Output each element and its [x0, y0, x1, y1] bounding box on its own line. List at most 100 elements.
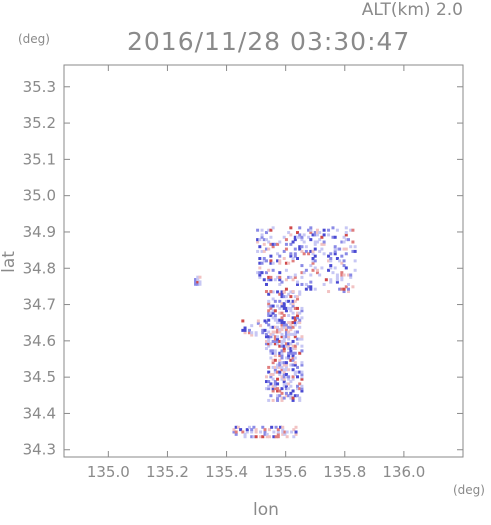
- echo-cell-418: [287, 275, 291, 279]
- echo-cell-167: [282, 370, 286, 374]
- echo-cell-103: [276, 330, 280, 334]
- echo-cell-49: [271, 384, 275, 388]
- echo-cell-46: [271, 398, 275, 402]
- echo-cell-552: [340, 273, 344, 277]
- echo-cell-126: [278, 311, 282, 315]
- echo-cell-479: [309, 226, 313, 230]
- echo-cell-141: [280, 351, 284, 355]
- echo-cell-233: [289, 394, 293, 398]
- echo-cell-420: [287, 231, 291, 235]
- echo-cell-289: [293, 321, 297, 325]
- echo-cell-617: [263, 428, 267, 432]
- echo-cell-162: [282, 382, 286, 386]
- echo-cell-191: [284, 375, 288, 379]
- echo-cell-41: [269, 313, 273, 317]
- echo-cell-25: [267, 309, 271, 313]
- echo-cell-642: [292, 428, 296, 432]
- echo-cell-672: [261, 328, 265, 332]
- echo-cell-626: [274, 425, 278, 429]
- echo-cell-83: [273, 325, 277, 329]
- echo-cell-317: [298, 337, 302, 341]
- echo-cell-361: [262, 257, 266, 261]
- echo-cell-424: [289, 242, 293, 246]
- echo-cell-585: [351, 228, 355, 232]
- echo-cell-227: [287, 321, 291, 325]
- echo-cell-438: [293, 235, 297, 239]
- echo-cell-232: [289, 396, 293, 400]
- echo-cell-209: [284, 295, 288, 299]
- echo-cell-329: [300, 372, 304, 376]
- echo-cells: [194, 226, 357, 439]
- echo-cell-437: [293, 238, 297, 242]
- echo-cell-545: [335, 228, 339, 232]
- echo-cell-270: [291, 316, 295, 320]
- echo-cell-9: [267, 398, 271, 402]
- x-unit-label: (deg): [453, 483, 485, 497]
- echo-cell-284: [293, 344, 297, 348]
- echo-cell-593: [234, 430, 238, 434]
- echo-cell-596: [239, 428, 243, 432]
- echo-cell-371: [264, 231, 268, 235]
- echo-cell-409: [282, 249, 286, 253]
- echo-cell-122: [278, 330, 282, 334]
- echo-cell-220: [287, 344, 291, 348]
- echo-cell-372: [267, 278, 271, 282]
- plot-frame: [63, 64, 464, 458]
- echo-cell-190: [284, 382, 288, 386]
- echo-cell-668: [256, 321, 260, 325]
- echo-cell-403: [278, 259, 282, 263]
- echo-cell-499: [315, 233, 319, 237]
- echo-cell-2: [264, 375, 268, 379]
- echo-cell-657: [241, 319, 245, 323]
- echo-cell-536: [333, 247, 337, 251]
- echo-cell-42: [269, 311, 273, 315]
- x-ticks: 135.0 135.2 135.4 135.6 135.8 136.0: [87, 65, 425, 481]
- echo-cell-335: [300, 337, 304, 341]
- echo-cell-152: [280, 318, 284, 322]
- echo-cell-603: [250, 435, 254, 439]
- echo-cell-495: [313, 231, 317, 235]
- echo-cell-53: [271, 361, 275, 365]
- echo-cell-399: [278, 278, 282, 282]
- echo-cell-330: [300, 370, 304, 374]
- echo-cell-632: [281, 432, 285, 436]
- echo-cell-623: [272, 435, 276, 439]
- echo-cell-630: [276, 428, 280, 432]
- echo-cell-114: [278, 365, 282, 369]
- echo-cell-442: [296, 235, 300, 239]
- echo-cell-138: [280, 361, 284, 365]
- echo-cell-326: [300, 384, 304, 388]
- echo-cell-458: [302, 252, 306, 256]
- echo-cell-435: [293, 252, 297, 256]
- echo-cell-530: [331, 271, 335, 275]
- echo-cell-258: [291, 368, 295, 372]
- echo-cell-380: [269, 275, 273, 279]
- echo-cell-308: [296, 306, 300, 310]
- echo-cell-121: [278, 339, 282, 343]
- echo-cell-229: [287, 306, 291, 310]
- echo-cell-155: [280, 304, 284, 308]
- echo-cell-144: [280, 342, 284, 346]
- echo-cell-653: [198, 282, 202, 286]
- echo-cell-8: [264, 321, 268, 325]
- echo-cell-400: [278, 275, 282, 279]
- echo-cell-551: [340, 275, 344, 279]
- echo-cell-16: [267, 342, 271, 346]
- echo-cell-244: [289, 328, 293, 332]
- echo-cell-379: [269, 278, 273, 282]
- echo-cell-95: [276, 377, 280, 381]
- echo-cell-373: [267, 275, 271, 279]
- echo-cell-302: [296, 337, 300, 341]
- echo-cell-465: [304, 245, 308, 249]
- echo-cell-68: [273, 384, 277, 388]
- echo-cell-446: [298, 235, 302, 239]
- echo-cell-94: [276, 382, 280, 386]
- echo-cell-462: [304, 282, 308, 286]
- echo-cell-572: [344, 226, 348, 230]
- echo-cell-629: [276, 430, 280, 434]
- echo-cell-355: [260, 249, 264, 253]
- echo-cell-356: [260, 235, 264, 239]
- echo-cell-665: [250, 324, 254, 328]
- echo-cell-52: [271, 365, 275, 369]
- echo-cell-345: [258, 275, 262, 279]
